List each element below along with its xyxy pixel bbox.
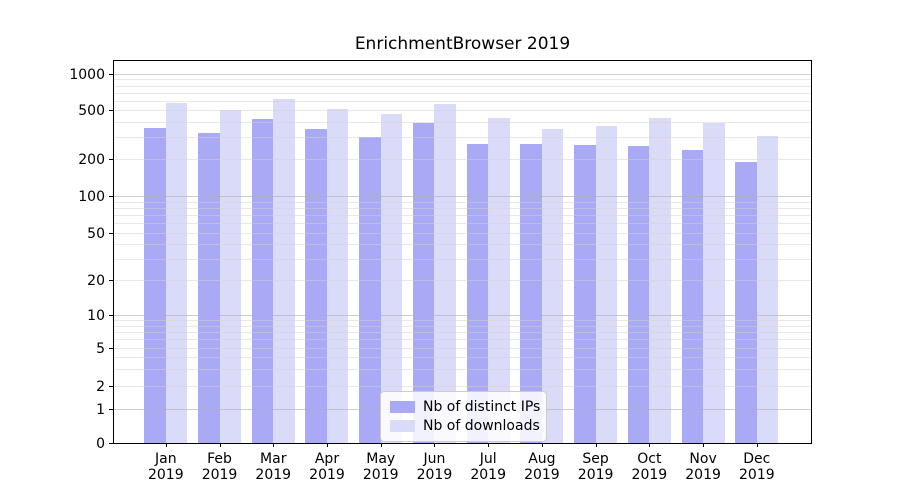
y-tick-label: 200 [78,151,105,168]
bar-downloads [703,123,725,443]
x-tick-label: Aug 2019 [524,451,560,483]
bar-distinct-ips [144,128,166,443]
x-tick-label: Apr 2019 [309,451,345,483]
x-tick [541,443,543,447]
bar-downloads [434,104,456,443]
y-tick [109,196,113,197]
x-tick-label: Dec 2019 [739,451,775,483]
legend-item-distinct-ips: Nb of distinct IPs [390,397,541,416]
bar-distinct-ips [412,122,435,443]
y-tick [109,74,113,75]
bar-downloads [219,110,242,443]
x-tick [165,443,167,447]
y-tick [109,280,113,281]
x-tick [380,443,382,447]
x-tick-label: Jun 2019 [416,451,453,483]
bar-distinct-ips [251,118,274,443]
x-tick [649,443,651,447]
y-tick [109,348,113,349]
legend-swatch-downloads [390,419,415,432]
bar-downloads [649,118,671,443]
bars-layer [114,61,811,443]
y-tick-label: 50 [87,225,105,242]
bar-distinct-ips [359,137,381,443]
x-tick-label: Nov 2019 [685,451,721,483]
x-tick [703,443,705,447]
y-tick [109,386,113,387]
bar-distinct-ips [466,143,489,443]
x-tick [488,443,490,447]
y-tick-label: 2 [96,378,105,395]
bar-downloads [165,102,188,443]
bar-distinct-ips [520,144,542,443]
chart-title: EnrichmentBrowser 2019 [354,34,571,54]
bar-distinct-ips [305,129,327,443]
y-tick-label: 500 [78,102,105,119]
bar-distinct-ips [735,161,757,443]
x-tick-label: Jul 2019 [470,451,506,483]
bar-downloads [273,98,295,443]
x-tick-label: Feb 2019 [201,451,238,483]
y-tick [109,110,113,111]
x-tick-label: Sep 2019 [577,451,614,483]
y-tick [109,159,113,160]
bar-downloads [326,108,349,443]
y-tick [109,233,113,234]
y-tick-label: 0 [96,435,105,452]
y-tick [109,409,113,410]
bar-downloads [595,126,618,443]
y-tick-label: 5 [96,340,105,357]
x-tick [434,443,436,447]
y-tick-label: 1 [96,401,105,418]
y-tick [109,443,113,444]
x-tick [273,443,275,447]
x-tick [326,443,328,447]
y-tick-label: 20 [87,272,105,289]
x-tick-label: Oct 2019 [631,451,668,483]
x-tick [595,443,597,447]
legend: Nb of distinct IPs Nb of downloads [380,391,547,442]
legend-label-downloads: Nb of downloads [423,417,540,434]
legend-swatch-distinct-ips [390,400,415,413]
legend-item-downloads: Nb of downloads [390,416,540,435]
bar-distinct-ips [574,144,596,443]
x-tick-label: Mar 2019 [255,451,292,483]
bar-distinct-ips [627,146,650,443]
bar-downloads [541,129,564,443]
bar-downloads [756,135,779,443]
x-tick [756,443,758,447]
legend-label-distinct-ips: Nb of distinct IPs [423,398,541,415]
y-tick [109,315,113,316]
x-tick [219,443,221,447]
y-tick-label: 100 [78,188,105,205]
plot-area [113,60,812,444]
y-tick-label: 1000 [69,66,105,83]
y-tick-label: 10 [87,307,105,324]
x-tick-label: Jan 2019 [147,451,184,483]
bar-distinct-ips [198,133,220,443]
bar-distinct-ips [681,150,704,443]
x-tick-label: May 2019 [362,451,399,483]
